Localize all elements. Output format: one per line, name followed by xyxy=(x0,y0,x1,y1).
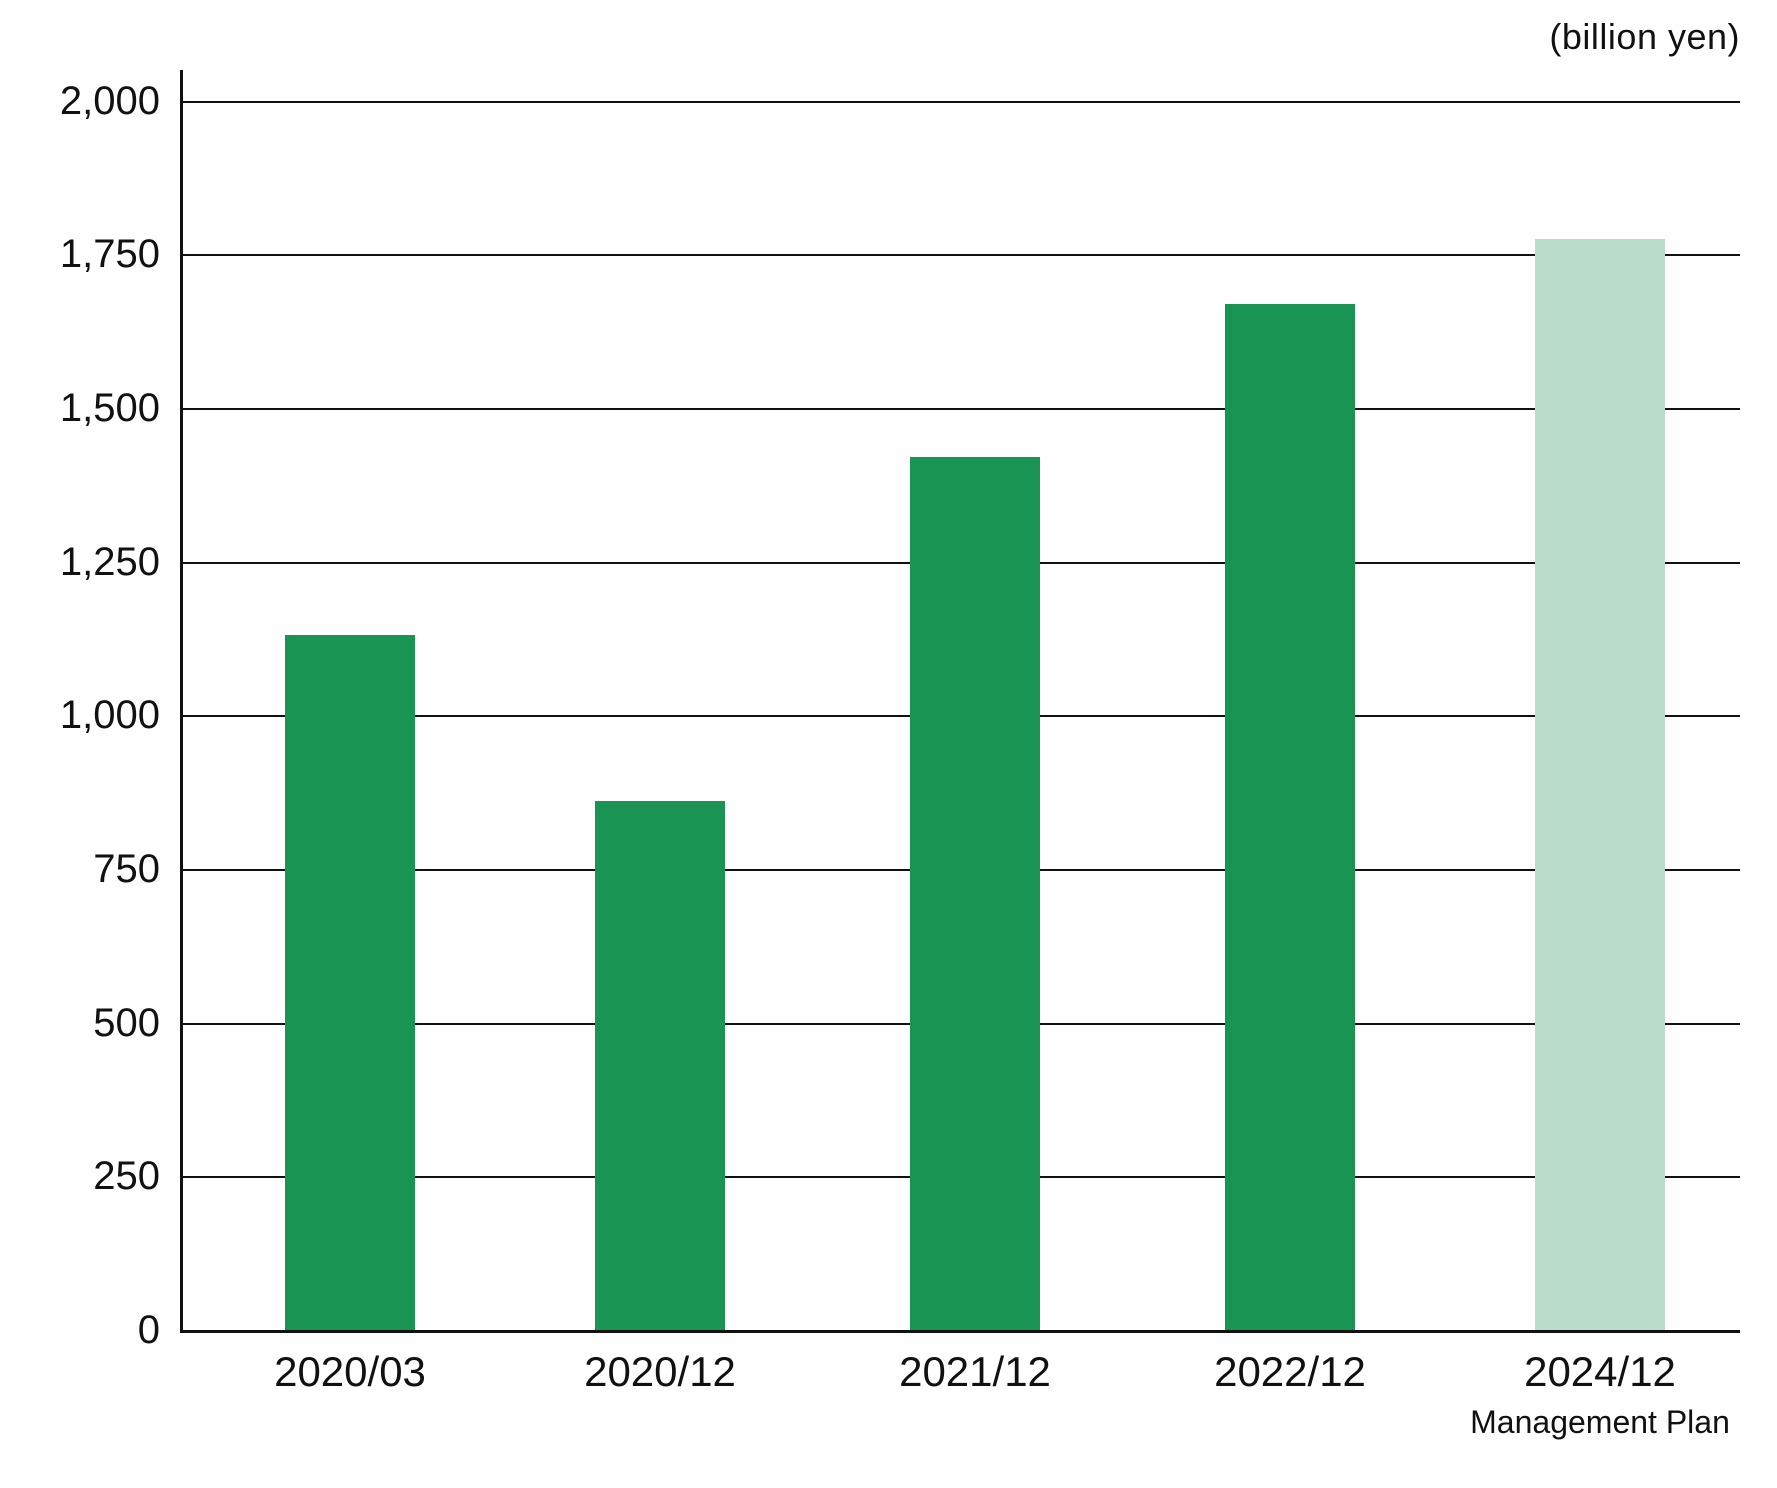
unit-label: (billion yen) xyxy=(1549,16,1740,58)
x-tick-sublabel: Management Plan xyxy=(1470,1404,1730,1441)
y-tick-label: 1,250 xyxy=(60,540,160,585)
x-tick-label: 2021/12 xyxy=(899,1348,1051,1396)
y-tick-label: 1,000 xyxy=(60,693,160,738)
y-tick-label: 0 xyxy=(138,1308,160,1353)
y-tick-label: 1,750 xyxy=(60,232,160,277)
bar xyxy=(595,801,725,1330)
y-tick-label: 1,500 xyxy=(60,386,160,431)
bar xyxy=(1225,304,1355,1330)
gridline xyxy=(180,254,1740,256)
x-tick-label: 2022/12 xyxy=(1214,1348,1366,1396)
x-tick-label: 2020/12 xyxy=(584,1348,736,1396)
plot-area xyxy=(180,70,1740,1330)
y-tick-label: 2,000 xyxy=(60,79,160,124)
x-axis xyxy=(180,1330,1740,1333)
y-tick-label: 250 xyxy=(93,1154,160,1199)
y-axis xyxy=(180,70,183,1330)
x-tick-label: 2020/03 xyxy=(274,1348,426,1396)
gridline xyxy=(180,101,1740,103)
x-tick-label: 2024/12 xyxy=(1524,1348,1676,1396)
bar xyxy=(285,635,415,1330)
y-tick-label: 750 xyxy=(93,847,160,892)
bar xyxy=(1535,239,1665,1330)
bar xyxy=(910,457,1040,1330)
bar-chart: (billion yen) 0 250 500 750 1,000 1,250 1,500 1… xyxy=(0,0,1777,1488)
y-tick-label: 500 xyxy=(93,1001,160,1046)
gridline xyxy=(180,408,1740,410)
